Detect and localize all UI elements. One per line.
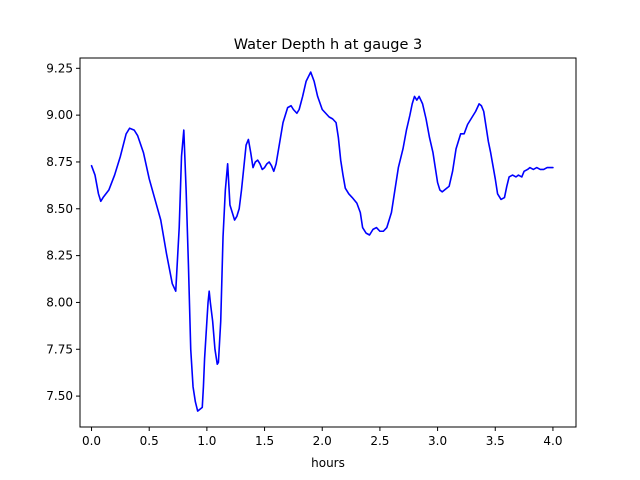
x-axis-label: hours bbox=[311, 456, 345, 470]
series-layer bbox=[90, 71, 554, 412]
series-line-0 bbox=[90, 71, 554, 412]
x-tick-label: 1.5 bbox=[255, 434, 274, 448]
y-tick-label: 8.00 bbox=[46, 295, 73, 309]
y-tick-label: 9.00 bbox=[46, 108, 73, 122]
y-tick-label: 7.50 bbox=[46, 389, 73, 403]
x-tick-label: 2.0 bbox=[313, 434, 332, 448]
y-axis: 7.50 7.75 8.00 8.25 8.50 8.75 9.00 9.25 bbox=[46, 61, 80, 403]
y-tick-label: 7.75 bbox=[46, 342, 73, 356]
y-tick-label: 8.75 bbox=[46, 155, 73, 169]
y-tick-label: 8.50 bbox=[46, 202, 73, 216]
y-tick-label: 8.25 bbox=[46, 249, 73, 263]
x-axis: 0.0 0.5 1.0 1.5 2.0 2.5 3.0 3.5 4.0 bbox=[82, 427, 562, 448]
plot-frame bbox=[79, 57, 577, 428]
y-tick-label: 9.25 bbox=[46, 61, 73, 75]
x-tick-label: 2.5 bbox=[370, 434, 389, 448]
chart-title: Water Depth h at gauge 3 bbox=[234, 37, 422, 53]
x-tick-label: 4.0 bbox=[543, 434, 562, 448]
x-tick-label: 3.5 bbox=[486, 434, 505, 448]
x-tick-label: 0.0 bbox=[82, 434, 101, 448]
x-tick-label: 3.0 bbox=[428, 434, 447, 448]
x-tick-label: 0.5 bbox=[140, 434, 159, 448]
x-tick-label: 1.0 bbox=[197, 434, 216, 448]
